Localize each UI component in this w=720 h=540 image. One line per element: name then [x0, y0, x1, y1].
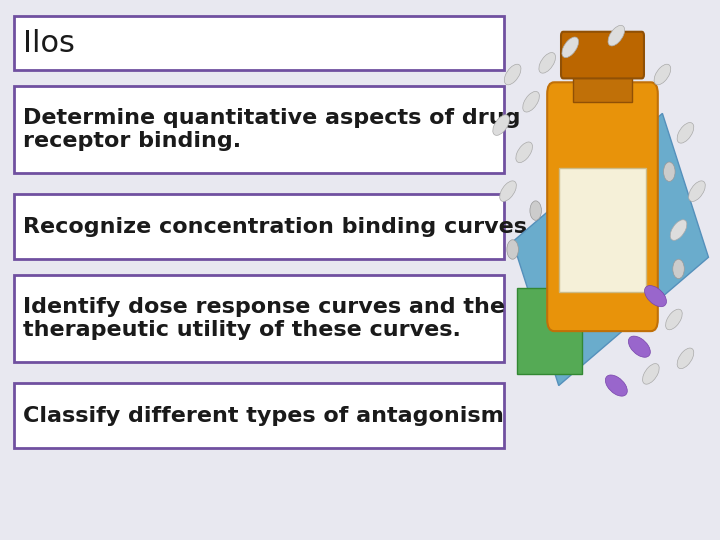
Ellipse shape: [677, 123, 694, 143]
Ellipse shape: [504, 64, 521, 85]
FancyBboxPatch shape: [14, 86, 504, 173]
FancyBboxPatch shape: [559, 168, 647, 292]
Ellipse shape: [677, 348, 694, 369]
FancyBboxPatch shape: [547, 82, 658, 331]
Text: Ilos: Ilos: [23, 29, 75, 58]
Ellipse shape: [562, 37, 579, 58]
Circle shape: [672, 259, 684, 279]
Bar: [517, 288, 582, 374]
Ellipse shape: [516, 142, 533, 163]
Ellipse shape: [654, 64, 671, 85]
Circle shape: [664, 162, 675, 181]
Ellipse shape: [500, 181, 516, 201]
Ellipse shape: [670, 220, 687, 240]
FancyBboxPatch shape: [14, 194, 504, 259]
FancyBboxPatch shape: [561, 32, 644, 78]
Text: Determine quantitative aspects of drug
receptor binding.: Determine quantitative aspects of drug r…: [23, 108, 521, 151]
Text: Recognize concentration binding curves.: Recognize concentration binding curves.: [23, 217, 536, 237]
FancyBboxPatch shape: [14, 275, 504, 362]
Polygon shape: [513, 113, 708, 386]
Ellipse shape: [608, 25, 625, 46]
Circle shape: [530, 201, 541, 220]
Ellipse shape: [644, 286, 667, 307]
Ellipse shape: [665, 309, 683, 330]
FancyBboxPatch shape: [14, 383, 504, 448]
Ellipse shape: [606, 375, 627, 396]
Bar: [572, 71, 632, 102]
Ellipse shape: [629, 336, 650, 357]
Ellipse shape: [539, 52, 556, 73]
Circle shape: [507, 240, 518, 259]
Text: Identify dose response curves and the
therapeutic utility of these curves.: Identify dose response curves and the th…: [23, 297, 505, 340]
Ellipse shape: [523, 91, 539, 112]
Text: Classify different types of antagonism: Classify different types of antagonism: [23, 406, 504, 426]
FancyBboxPatch shape: [14, 16, 504, 70]
Ellipse shape: [492, 115, 510, 136]
Ellipse shape: [688, 181, 706, 201]
Ellipse shape: [642, 363, 660, 384]
